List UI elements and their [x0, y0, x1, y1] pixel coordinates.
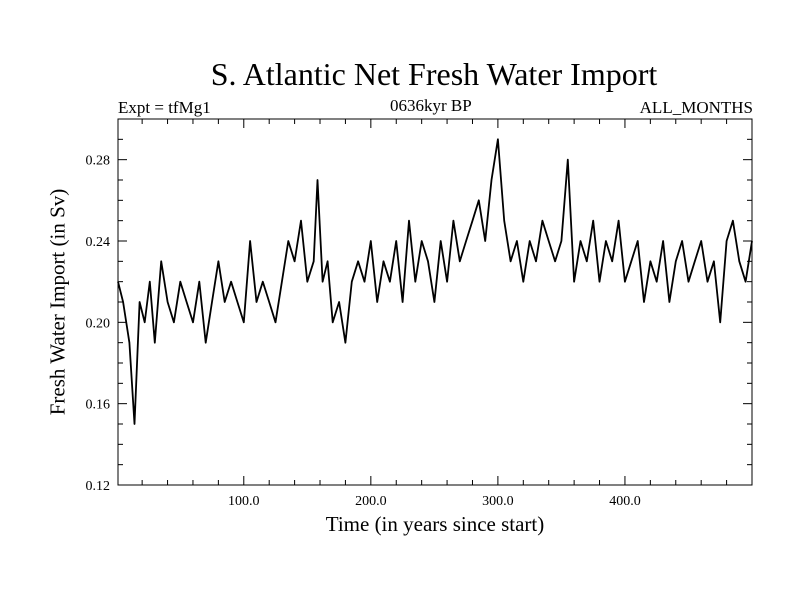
x-axis-label: Time (in years since start): [325, 512, 545, 536]
x-tick-label: 200.0: [355, 494, 387, 509]
plot-frame: [117, 118, 753, 486]
series-line: [117, 138, 753, 425]
y-tick-label: 0.28: [86, 154, 111, 169]
tick-labels: 100.0 200.0 300.0 400.0 0.12 0.16 0.20 0.24 0.28: [86, 154, 641, 509]
chart-title: S. Atlantic Net Fresh Water Import: [210, 56, 658, 92]
period-label: 0636kyr BP: [390, 96, 472, 115]
y-tick-label: 0.20: [86, 316, 111, 331]
x-tick-label: 400.0: [609, 494, 641, 509]
x-tick-label: 100.0: [228, 494, 260, 509]
x-tick-label: 300.0: [482, 494, 514, 509]
y-tick-label: 0.16: [86, 398, 111, 413]
y-tick-label: 0.12: [86, 479, 111, 494]
experiment-label: Expt = tfMg1: [118, 98, 211, 117]
months-label: ALL_MONTHS: [639, 98, 753, 117]
y-tick-label: 0.24: [86, 235, 111, 250]
